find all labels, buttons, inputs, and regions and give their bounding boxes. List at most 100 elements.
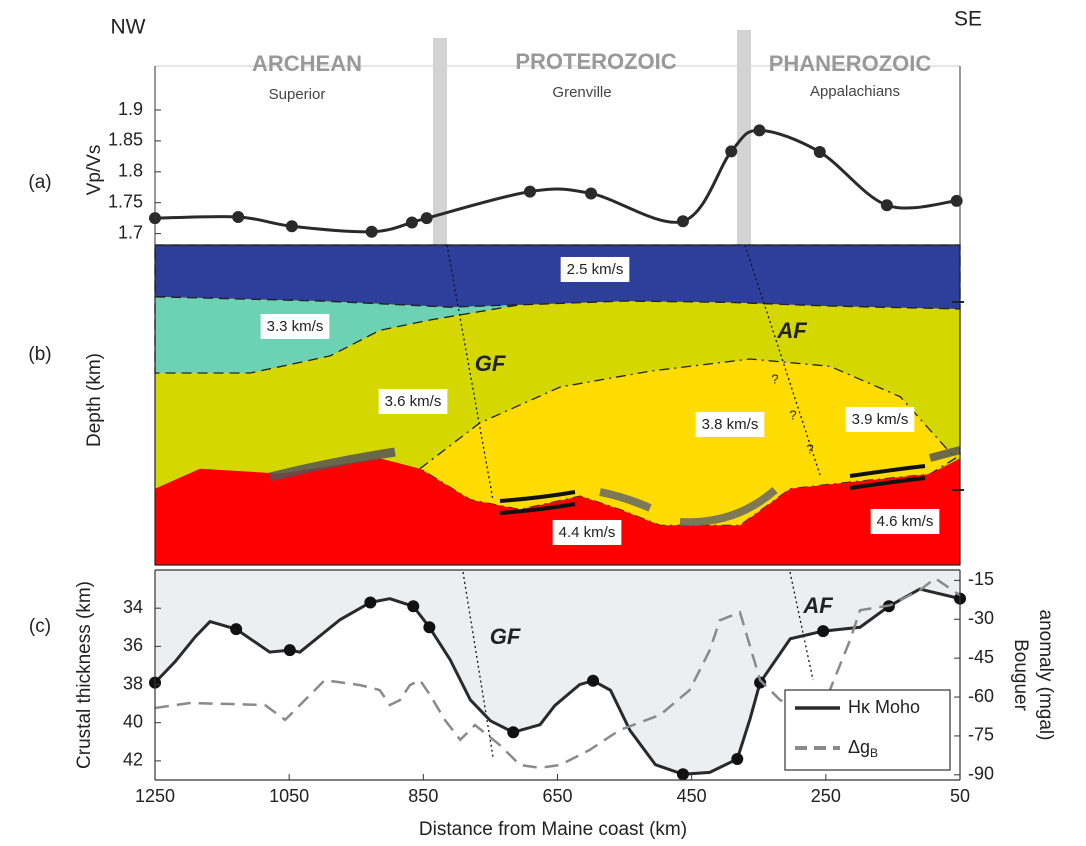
fault-line	[462, 571, 494, 758]
question-mark: ?	[789, 407, 796, 422]
x-tick-label: 450	[677, 786, 707, 806]
data-point	[676, 768, 689, 781]
label-box	[695, 411, 765, 437]
y-tick-label: 1.75	[108, 191, 143, 211]
legend-name: Hκ Moho	[848, 697, 920, 717]
y-tick-label: 1.85	[108, 130, 143, 150]
x-tick-label: 50	[950, 786, 970, 806]
plot-frame	[154, 244, 961, 566]
data-point	[420, 212, 433, 225]
y2-axis-label: Bouguer	[1010, 639, 1031, 712]
panel-label: (b)	[28, 344, 51, 365]
data-point	[725, 145, 738, 158]
legend-subscript: B	[870, 746, 878, 760]
data-point	[405, 216, 418, 229]
terrane-name: PROTEROZOIC	[515, 49, 676, 74]
y-axis-label: Vp/Vs	[84, 145, 105, 196]
data-point	[585, 187, 598, 200]
data-point	[753, 124, 766, 137]
data-point	[950, 194, 963, 207]
velocity-label: 3.3 km/s	[267, 318, 324, 335]
y2-tick-label: -75	[968, 725, 994, 745]
velocity-label: 4.4 km/s	[559, 524, 616, 541]
observation-bar	[679, 486, 778, 527]
data-point	[676, 215, 689, 228]
label-box	[378, 388, 448, 414]
data-point	[813, 146, 826, 159]
terrane-name: ARCHEAN	[252, 51, 362, 76]
panel-label: (c)	[29, 616, 51, 637]
data-point	[285, 220, 298, 233]
legend-name: Δg	[848, 737, 870, 757]
data-point	[817, 625, 830, 638]
direction-label: NW	[111, 16, 146, 39]
question-mark: ?	[771, 371, 778, 386]
fault-label: GF	[475, 351, 506, 376]
boundary-bar	[433, 38, 447, 245]
fault-label: GF	[490, 624, 521, 649]
fault-line	[744, 244, 821, 476]
y2-tick-label: -45	[968, 647, 994, 667]
province-name: Grenville	[552, 84, 611, 101]
fault-line	[789, 571, 814, 681]
data-point	[880, 199, 893, 212]
legend-label: Hκ Moho	[848, 697, 920, 717]
y2-tick-label: -60	[968, 686, 994, 706]
layer	[155, 458, 960, 565]
observation-line	[849, 476, 926, 490]
data-point	[365, 225, 378, 238]
velocity-label: 3.9 km/s	[852, 411, 909, 428]
data-point	[423, 621, 436, 634]
province-name: Appalachians	[810, 83, 900, 100]
data-point	[407, 600, 420, 613]
observation-line	[499, 490, 576, 503]
x-tick-label: 1250	[135, 786, 175, 806]
data-point	[754, 676, 767, 689]
data-point	[232, 210, 245, 223]
question-mark: ?	[806, 441, 813, 456]
y-tick-label: 1.7	[118, 222, 143, 242]
x-axis-label: Distance from Maine coast (km)	[419, 819, 687, 840]
label-box	[845, 406, 915, 432]
y-tick-label: 40	[123, 711, 143, 731]
area	[155, 570, 960, 775]
y2-tick-label: -30	[968, 608, 994, 628]
y-tick-label: 36	[123, 635, 143, 655]
data-point	[523, 185, 536, 198]
y2-axis-label: anomaly (mgal)	[1035, 610, 1056, 741]
velocity-label: 3.8 km/s	[702, 416, 759, 433]
data-point	[731, 753, 744, 765]
y-axis-label: Crustal thickness (km)	[74, 581, 95, 769]
observation-bar	[268, 447, 396, 482]
y-tick-label: 1.8	[118, 161, 143, 181]
y-axis-label: Depth (km)	[84, 353, 105, 447]
y-tick-label: 38	[123, 673, 143, 693]
y-tick-label: 42	[123, 750, 143, 770]
observation-line	[849, 464, 926, 478]
fault-label: AF	[802, 593, 833, 618]
velocity-label: 4.6 km/s	[877, 513, 934, 530]
layer	[154, 244, 961, 310]
series-line	[154, 576, 961, 770]
x-tick-label: 650	[542, 786, 572, 806]
series-line	[153, 587, 961, 776]
x-tick-label: 1050	[269, 786, 309, 806]
terrane-name: PHANEROZOIC	[769, 51, 932, 76]
x-tick-label: 250	[811, 786, 841, 806]
data-point	[283, 644, 296, 657]
x-tick-label: 850	[408, 786, 438, 806]
data-point	[230, 623, 243, 636]
y-tick-label: 1.9	[118, 99, 143, 119]
data-point	[587, 674, 600, 687]
direction-label: SE	[954, 8, 982, 31]
velocity-label: 3.6 km/s	[385, 393, 442, 410]
legend-box	[784, 689, 951, 771]
panel-label: (a)	[28, 172, 51, 193]
label-box	[560, 256, 630, 282]
label-box	[870, 508, 940, 534]
y2-tick-label: -90	[968, 764, 994, 784]
velocity-label: 2.5 km/s	[567, 261, 624, 278]
layer	[154, 296, 521, 374]
observation-bar	[599, 488, 652, 512]
